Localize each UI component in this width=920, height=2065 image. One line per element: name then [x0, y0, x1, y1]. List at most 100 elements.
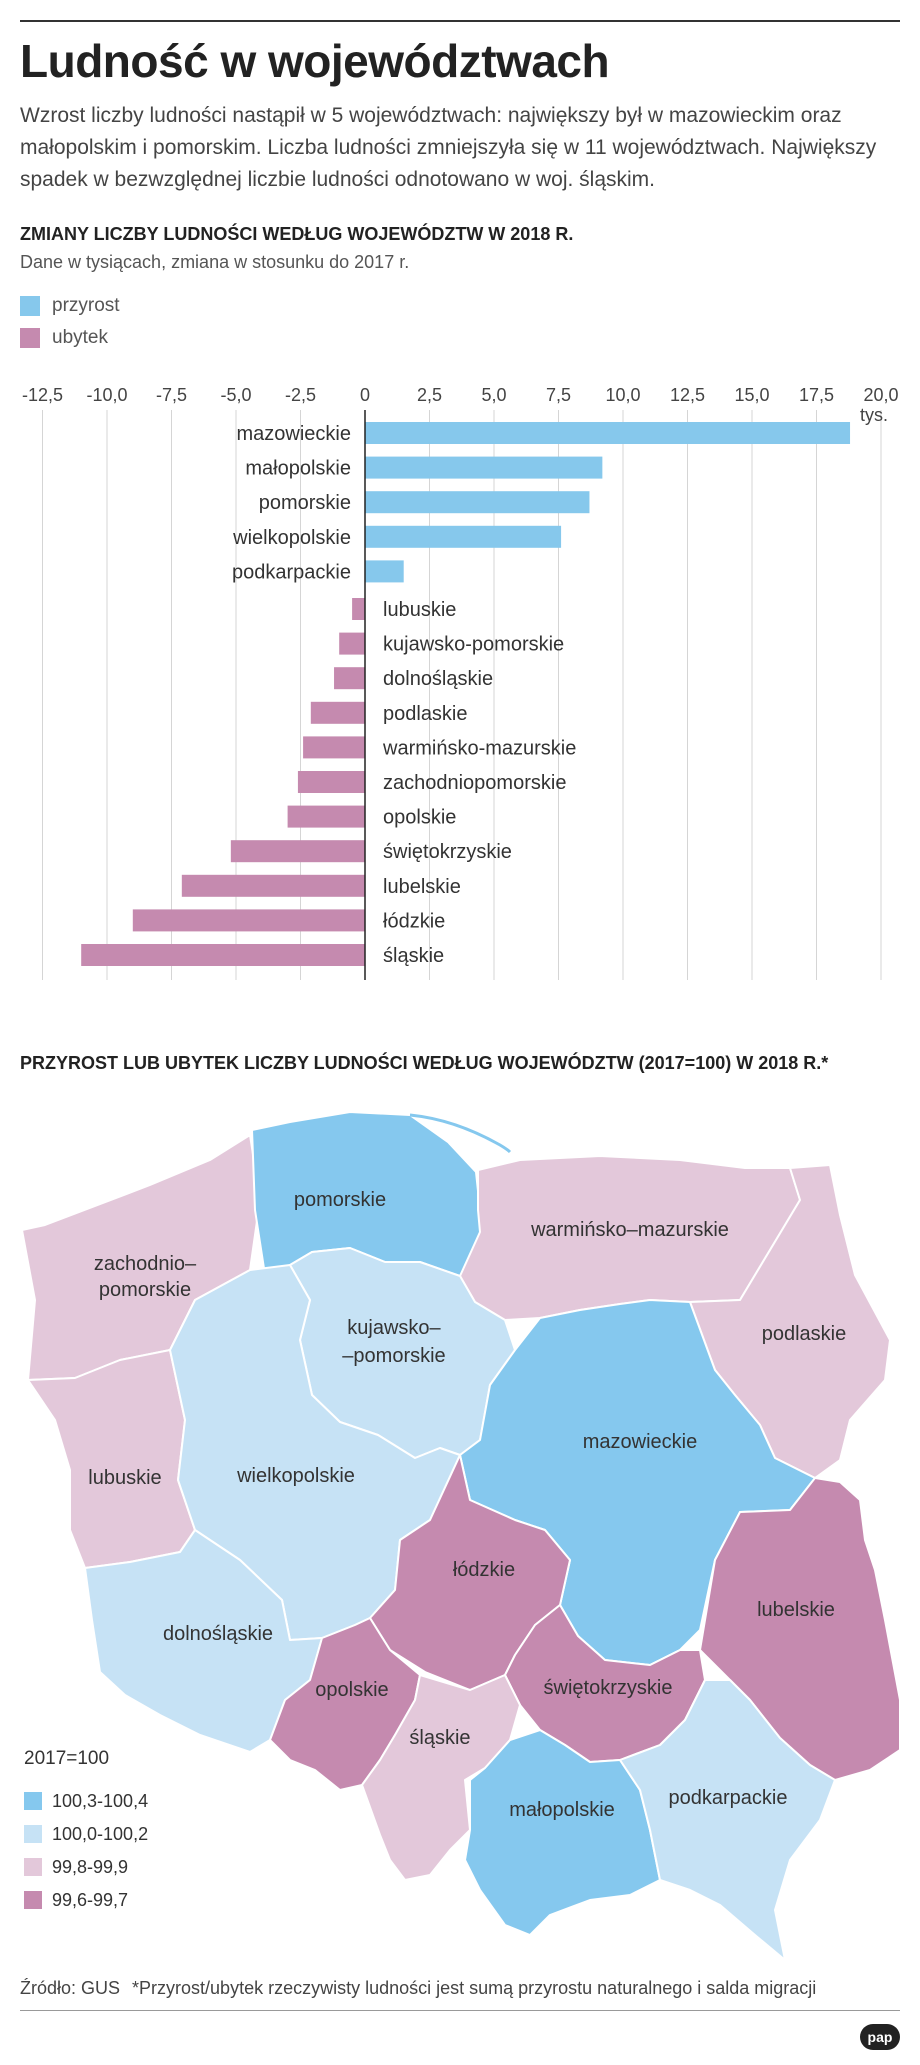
bar-kujawsko-pomorskie [339, 632, 365, 655]
unit-label: tys. [860, 405, 888, 425]
x-tick-label: 17,5 [799, 385, 834, 405]
bar-łódzkie [132, 909, 365, 932]
page-title: Ludność w województwach [20, 35, 610, 87]
bar-świętokrzyskie [230, 840, 365, 863]
bar-podkarpackie [365, 560, 404, 583]
legend-decrease-swatch [20, 328, 40, 348]
category-label: mazowieckie [237, 423, 351, 445]
category-label: opolskie [383, 807, 456, 829]
footer-source: Źródło: GUS *Przyrost/ubytek rzeczywisty … [20, 1978, 828, 1999]
category-label: świętokrzyskie [383, 841, 512, 863]
x-tick-label: -12,5 [22, 385, 63, 405]
bar-pomorskie [365, 491, 590, 514]
chart-title: ZMIANY LICZBY LUDNOŚCI WEDŁUG WOJEWÓDZTW… [20, 224, 574, 244]
region-podkarpackie [619, 1679, 836, 1961]
footnote: *Przyrost/ubytek rzeczywisty ludności je… [132, 1978, 817, 1998]
category-label: pomorskie [259, 492, 351, 514]
bar-podlaskie [310, 701, 365, 724]
x-tick-label: 10,0 [605, 385, 640, 405]
category-label: podlaskie [383, 703, 468, 725]
x-tick-label: -5,0 [220, 385, 251, 405]
map-label-lubelskie: lubelskie [757, 1599, 835, 1621]
x-tick-label: 15,0 [734, 385, 769, 405]
map-legend-label: 100,3-100,4 [52, 1790, 149, 1811]
map-label-lubuskie: lubuskie [88, 1467, 161, 1489]
legend-decrease: ubytek [20, 326, 108, 350]
region-lubuskie [27, 1349, 196, 1569]
bar-małopolskie [365, 456, 603, 479]
map-legend-item: 99,6-99,7 [24, 1889, 128, 1911]
bar-dolnośląskie [334, 667, 365, 690]
x-tick-label: 0 [360, 385, 370, 405]
category-label: warmińsko-mazurskie [382, 737, 576, 759]
bars: mazowieckie małopolskie pomorskie wielkopol… [81, 422, 851, 967]
x-tick-label: -10,0 [86, 385, 127, 405]
map-label-kujawsko-pomorskie-2: –pomorskie [342, 1345, 445, 1367]
bar-opolskie [287, 805, 365, 828]
map-label-dolnoslaskie: dolnośląskie [163, 1623, 273, 1645]
category-label: lubuskie [383, 599, 456, 621]
map-label-mazowieckie: mazowieckie [583, 1431, 697, 1453]
map-legend-item: 99,8-99,9 [24, 1856, 128, 1878]
bar-lubelskie [181, 874, 365, 897]
category-label: małopolskie [245, 458, 351, 480]
map-label-podkarpackie: podkarpackie [669, 1787, 788, 1809]
map-label-warminsko-mazurskie: warmińsko–mazurskie [530, 1219, 729, 1241]
map-label-podlaskie: podlaskie [762, 1323, 847, 1345]
map-title: PRZYROST LUB UBYTEK LICZBY LUDNOŚCI WEDŁ… [20, 1053, 829, 1073]
category-label: lubelskie [383, 876, 461, 898]
x-tick-label: 2,5 [417, 385, 442, 405]
category-label: dolnośląskie [383, 668, 493, 690]
map-label-malopolskie: małopolskie [509, 1799, 615, 1821]
category-label: kujawsko-pomorskie [383, 634, 564, 656]
bar-lubuskie [352, 598, 365, 620]
bar-śląskie [81, 944, 365, 966]
category-label: śląskie [383, 945, 444, 967]
x-tick-label: -2,5 [285, 385, 316, 405]
map-label-swietokrzyskie: świętokrzyskie [544, 1677, 673, 1699]
map-legend-label: 100,0-100,2 [52, 1823, 149, 1844]
legend-increase-swatch [20, 296, 40, 316]
bar-warmińsko-mazurskie [303, 736, 365, 759]
legend-decrease-label: ubytek [52, 327, 108, 348]
map-label-slaskie: śląskie [409, 1727, 470, 1749]
map-label-wielkopolskie: wielkopolskie [236, 1465, 355, 1487]
map-legend-item: 100,3-100,4 [24, 1790, 148, 1812]
x-tick-label: 5,0 [481, 385, 506, 405]
x-tick-label: 20,0 [863, 385, 898, 405]
hel-peninsula [409, 1113, 512, 1154]
x-tick-label: 7,5 [546, 385, 571, 405]
map-label-zachodniopomorskie-2: pomorskie [99, 1279, 191, 1301]
region-slaskie [361, 1674, 521, 1881]
poland-map: pomorskie warmińsko–mazurskie zachodnio–… [21, 1111, 901, 1961]
bottom-rule [20, 2010, 900, 2011]
chart-subtitle: Dane w tysiącach, zmiana w stosunku do 2… [20, 252, 410, 272]
map-legend-swatch [24, 1891, 42, 1909]
source-label: Źródło: GUS [20, 1978, 121, 1998]
map-legend-item: 100,0-100,2 [24, 1823, 148, 1845]
legend-increase-label: przyrost [52, 295, 120, 316]
map-label-opolskie: opolskie [315, 1679, 388, 1701]
x-tick-label: 12,5 [670, 385, 705, 405]
legend-increase: przyrost [20, 294, 120, 318]
x-tick-label: -7,5 [156, 385, 187, 405]
top-rule [20, 20, 900, 22]
bar-chart: -12,5 -10,0 -7,5 -5,0 -2,5 0 2,5 5,0 7,5 10,0 12,5… [22, 385, 899, 980]
map-legend-swatch [24, 1858, 42, 1876]
category-label: podkarpackie [232, 561, 351, 583]
pap-logo: pap [860, 2024, 900, 2050]
lead-text: Wzrost liczby ludności nastąpił w 5 woje… [20, 104, 877, 191]
map-legend-swatch [24, 1825, 42, 1843]
category-label: łódzkie [383, 910, 445, 932]
map-label-zachodniopomorskie-1: zachodnio– [94, 1253, 197, 1275]
map-label-lodzkie: łódzkie [453, 1559, 515, 1581]
map-label-pomorskie: pomorskie [294, 1189, 386, 1211]
map-legend-title: 2017=100 [24, 1748, 110, 1769]
map-legend-label: 99,8-99,9 [52, 1856, 129, 1877]
map-legend-swatch [24, 1792, 42, 1810]
bar-zachodniopomorskie [297, 771, 365, 793]
bar-mazowieckie [365, 422, 851, 444]
bar-wielkopolskie [365, 525, 562, 548]
category-label: wielkopolskie [232, 527, 351, 549]
category-label: zachodniopomorskie [383, 772, 566, 794]
